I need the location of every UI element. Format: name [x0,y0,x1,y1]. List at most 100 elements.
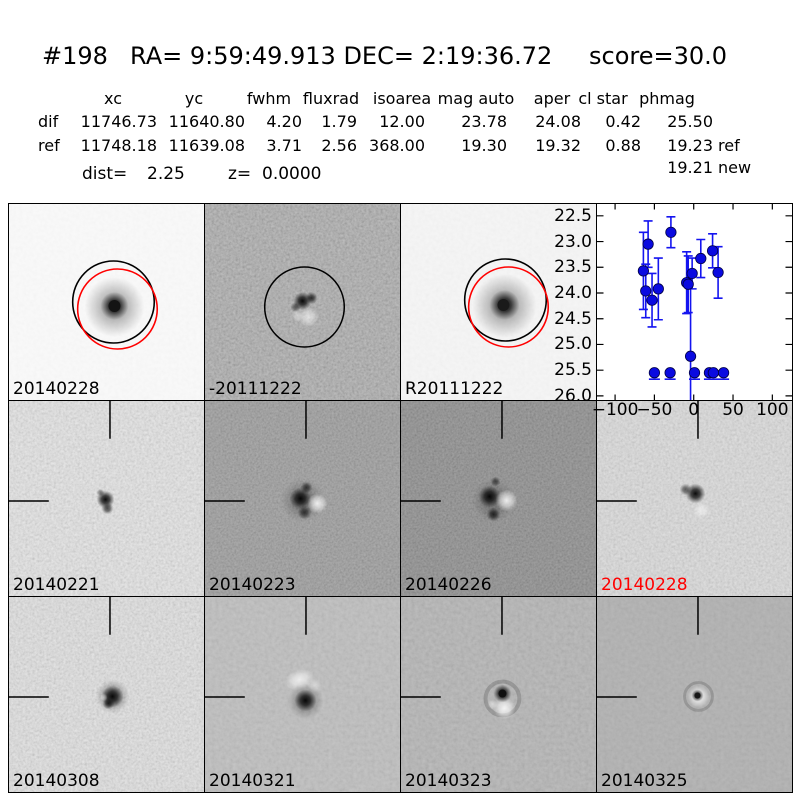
stamp-dif--20111222: -20111222 [204,203,401,401]
data-point [706,245,719,257]
cell-phmag: 25.50 [667,112,713,131]
stamp-image [9,204,204,400]
lightcurve-ytick-label: 26.0 [554,385,592,406]
lightcurve-ytick-label: 23.0 [554,231,592,252]
data-point [695,252,707,265]
candidate-score: score=30.0 [589,42,728,70]
col-header-clstar: cl star [578,89,628,108]
cell-isoarea: 368.00 [369,136,425,155]
cell-aper: 19.32 [535,136,581,155]
aperture-circle-black [263,266,346,348]
lightcurve-ytick-label: 23.5 [554,257,592,278]
source-blob [478,485,501,508]
target-crosshair [205,597,307,698]
lightcurve-plot [597,204,792,400]
cell-fwhm: 3.71 [266,136,302,155]
table-row-phmag-new: 19.21 new [0,158,800,180]
data-point [652,283,664,295]
row-label: ref [38,136,60,155]
dist-redshift-line: dist= 2.25 z= 0.0000 [0,164,800,186]
cell-fluxrad: 1.79 [321,112,357,131]
target-crosshair [9,597,111,698]
stamp-date-label: 20140228 [13,379,100,399]
aperture-circle-black [71,260,156,344]
data-point [688,367,701,379]
stamp-ref-R20111222: R20111222 [400,203,597,401]
cell-yc: 11640.80 [168,112,245,131]
lightcurve-xtick-label: 0 [688,400,700,420]
stamp-date-label: 20140221 [13,575,100,595]
col-header-xc: xc [104,89,122,108]
data-point [648,367,660,379]
stamp-dif-20140228: 20140228 [596,400,793,597]
stamp-date-label: R20111222 [405,379,504,399]
cell-magauto: 19.30 [461,136,507,155]
source-core [108,300,121,312]
stamp-image [597,401,792,596]
lightcurve-ytick-label: 24.0 [554,282,592,303]
col-header-phmag: phmag [639,89,695,108]
stamp-image [9,597,204,792]
candidate-id: #198 [42,42,108,70]
photometry-header-row: xc yc fwhm fluxrad isoarea mag auto aper… [0,89,800,111]
stamp-date-label: -20111222 [209,379,302,399]
stamp-date-label: 20140321 [209,771,296,791]
stamp-date-label: 20140325 [601,771,688,791]
cell-yc: 11639.08 [168,136,245,155]
lightcurve-ytick-label: 22.5 [554,205,592,226]
page-title: #198 RA= 9:59:49.913 DEC= 2:19:36.72 sco… [0,42,800,72]
cell-xc: 11746.73 [80,112,157,131]
lightcurve-xtick-label: 100 [756,400,789,420]
stamp-date-label: 20140228 [601,575,688,595]
target-crosshair [205,401,307,502]
col-header-magauto: mag auto [437,89,515,108]
lightcurve-ytick-label: 24.5 [554,308,592,329]
cell-phmag: 19.23 [667,136,713,155]
stamp-date-label: 20140226 [405,575,492,595]
source-core [497,299,510,311]
stamp-date-label: 20140223 [209,575,296,595]
stamp-dif-20140223: 20140223 [204,400,401,597]
dist-label: dist= [82,164,128,184]
data-point [707,367,719,379]
cell-magauto: 23.78 [461,112,507,131]
target-crosshair [401,597,503,698]
data-point [682,278,694,290]
stamp-date-label: 20140323 [405,771,492,791]
cell-fwhm: 4.20 [266,112,302,131]
data-point [640,285,652,297]
aperture-circle-red [467,266,550,348]
candidate-coordinates: RA= 9:59:49.913 DEC= 2:19:36.72 [130,42,553,70]
cell-isoarea: 12.00 [379,112,425,131]
z-label: z= [228,164,252,184]
data-point [717,367,730,379]
col-header-yc: yc [184,89,204,108]
data-point [646,294,658,306]
data-point [637,265,649,277]
stamp-date-label: 20140308 [13,771,100,791]
cell-clstar: 0.88 [605,136,641,155]
lightcurve-panel [596,203,793,401]
stamp-image [205,204,400,400]
stamp-image [597,597,792,792]
cell-phmag-new: 19.21 [667,158,713,177]
stamp-dif-20140325: 20140325 [596,596,793,793]
stamp-dif-20140321: 20140321 [204,596,401,793]
lightcurve-ytick-label: 25.0 [554,334,592,355]
stamp-dif-20140226: 20140226 [400,400,597,597]
stamp-dif-20140323: 20140323 [400,596,597,793]
row-label: dif [38,112,59,131]
stamp-image [205,401,400,596]
cell-aper: 24.08 [535,112,581,131]
stamp-image [9,401,204,596]
target-crosshair [597,401,699,502]
target-crosshair [597,597,699,698]
cell-clstar: 0.42 [605,112,641,131]
lightcurve-xtick-label: 50 [722,400,744,420]
target-crosshair [401,401,503,502]
stamp-image [401,204,596,400]
stamp-new-20140228: 20140228 [8,203,205,401]
table-row-dif: dif 11746.73 11640.80 4.20 1.79 12.00 23… [0,112,800,134]
data-point [665,226,677,238]
